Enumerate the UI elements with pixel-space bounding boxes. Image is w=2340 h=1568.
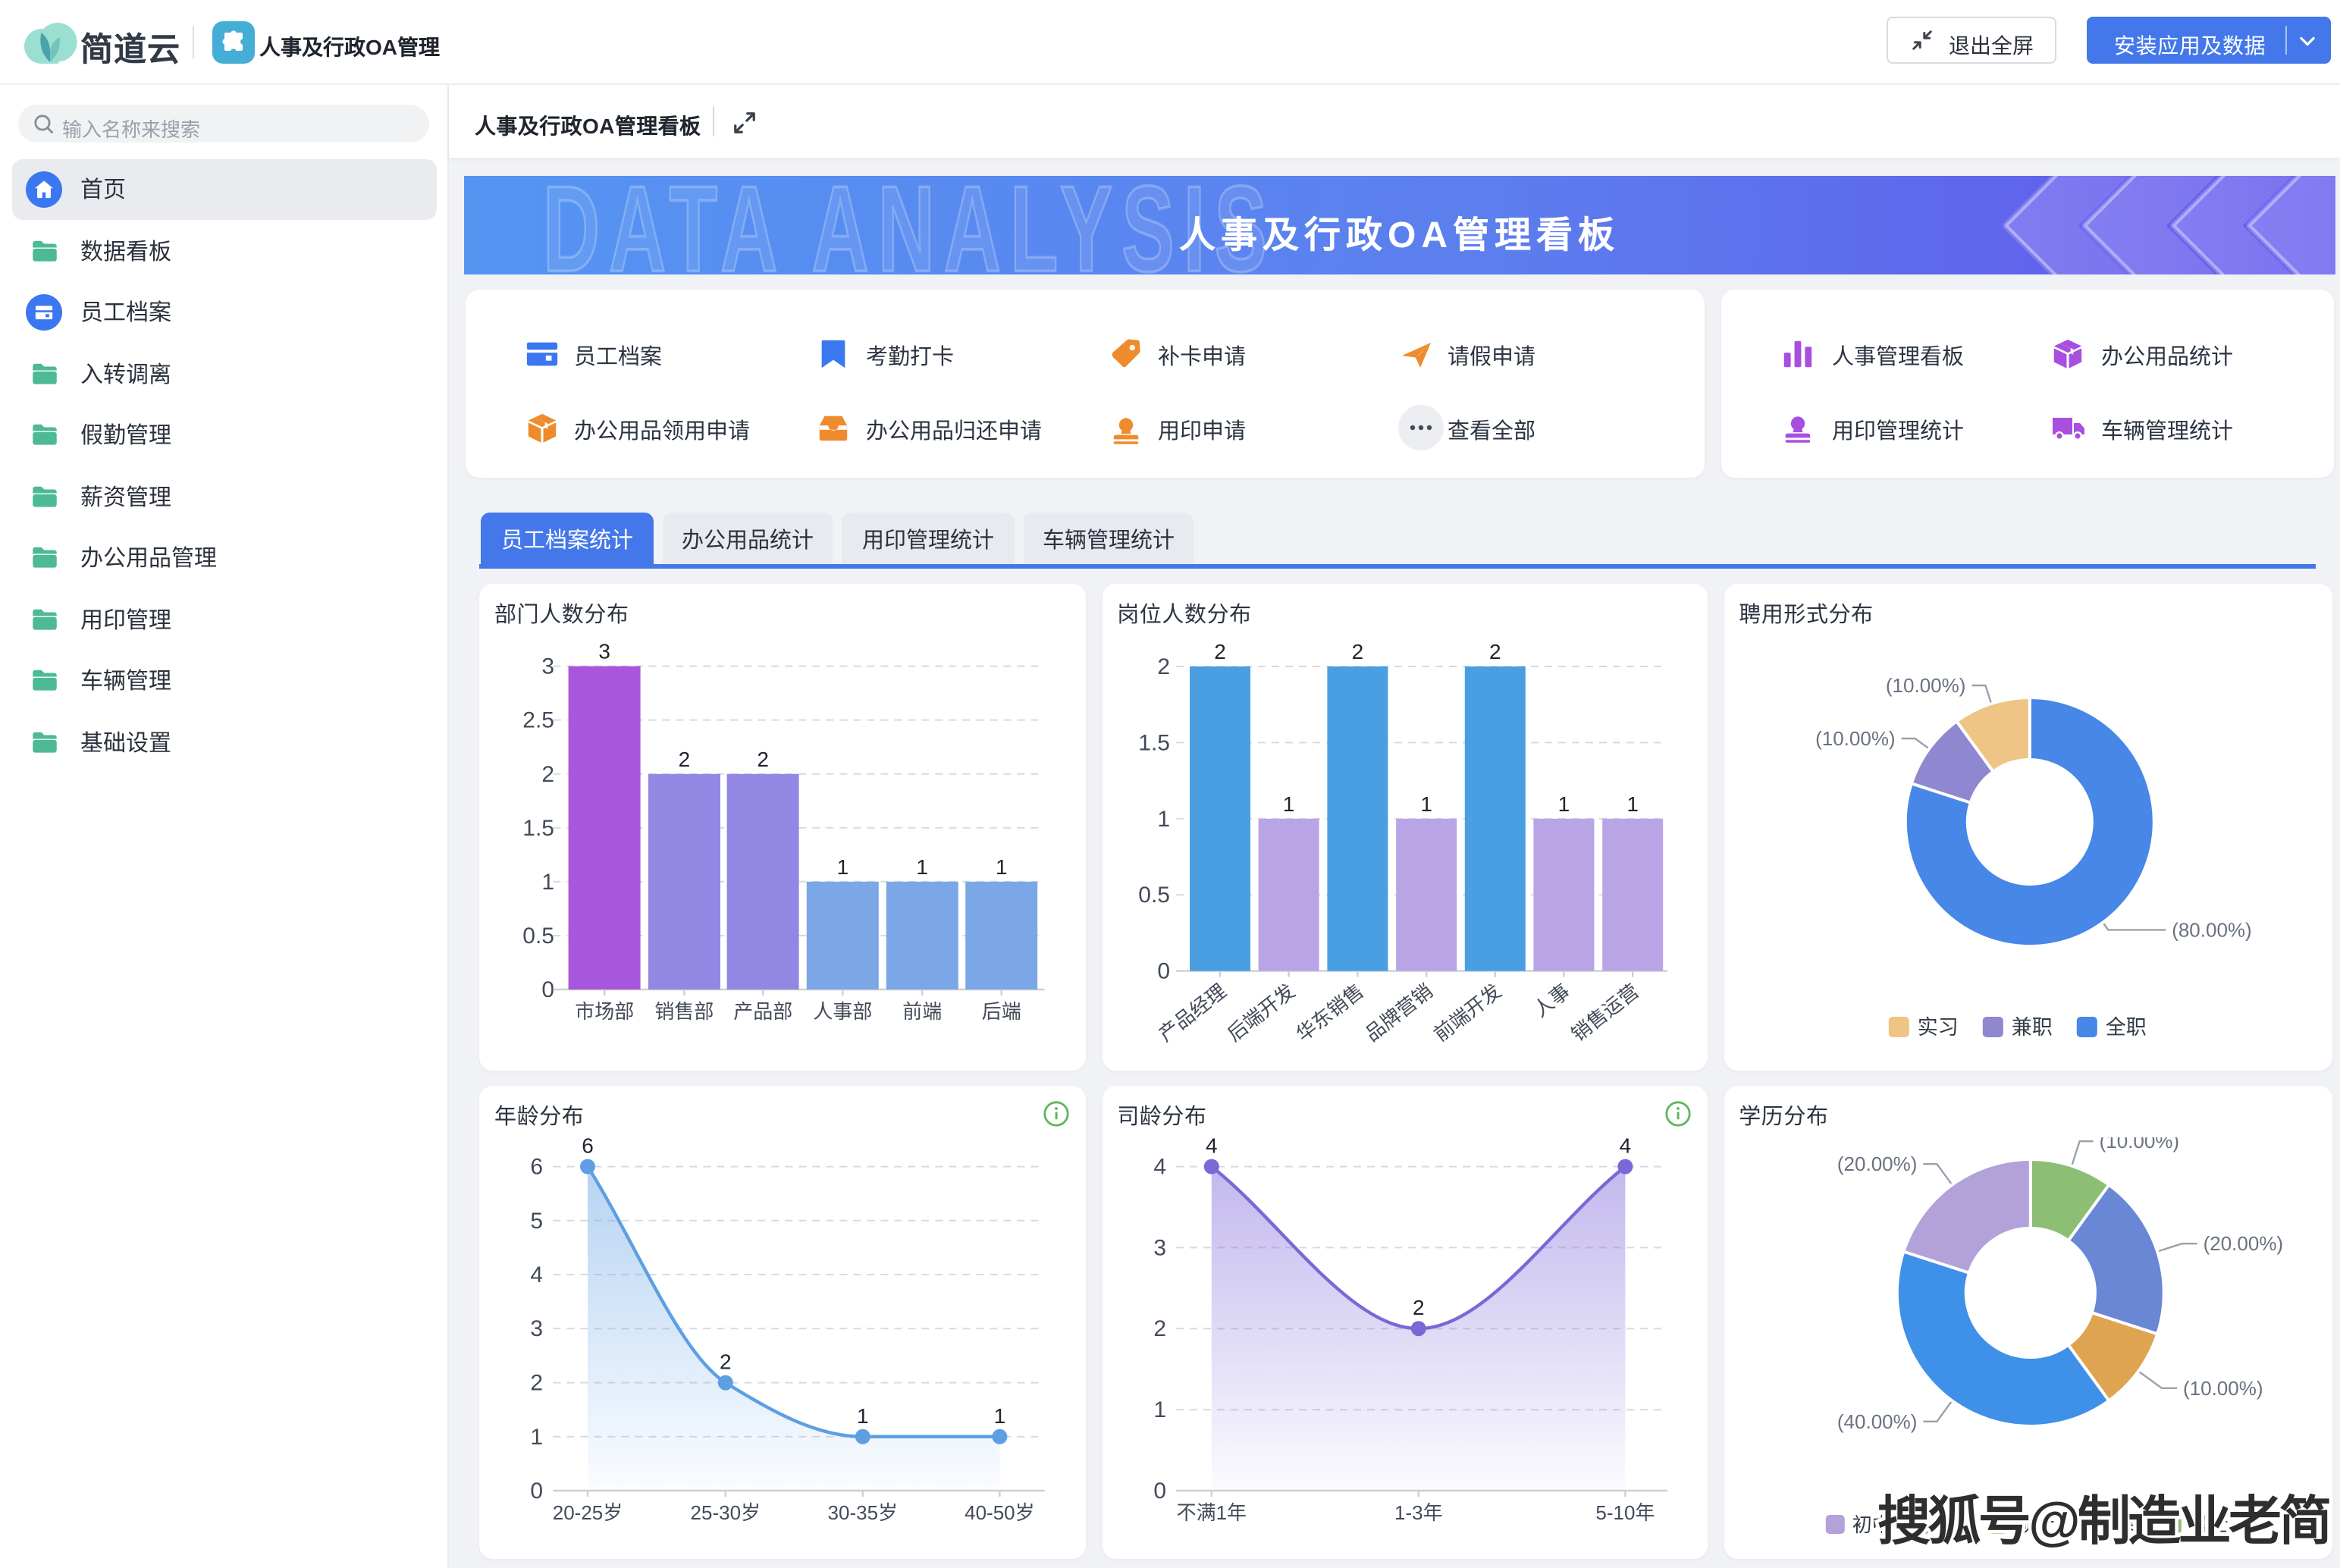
svg-text:3: 3 [541, 654, 554, 679]
svg-text:2: 2 [1157, 654, 1170, 679]
svg-text:销售部: 销售部 [654, 1000, 714, 1023]
svg-text:2: 2 [541, 762, 554, 787]
svg-text:(80.00%): (80.00%) [2171, 918, 2251, 941]
svg-text:初中: 初中 [1852, 1513, 1891, 1536]
svg-text:人事: 人事 [1529, 980, 1573, 1022]
svg-text:(40.00%): (40.00%) [1837, 1410, 1917, 1433]
svg-text:全职: 全职 [2105, 1016, 2146, 1039]
svg-text:3: 3 [598, 640, 610, 663]
svg-text:1-3年: 1-3年 [1394, 1501, 1442, 1524]
svg-text:1: 1 [996, 855, 1008, 879]
svg-text:1.5: 1.5 [522, 816, 554, 841]
svg-text:2: 2 [1488, 640, 1501, 663]
svg-text:6: 6 [530, 1155, 543, 1180]
svg-text:1: 1 [857, 1404, 869, 1428]
svg-text:1: 1 [994, 1404, 1006, 1428]
svg-text:本科: 本科 [1936, 1513, 1975, 1536]
svg-text:硕士: 硕士 [2015, 1513, 2054, 1536]
svg-text:0.5: 0.5 [1137, 883, 1169, 908]
svg-text:1: 1 [1420, 792, 1432, 816]
svg-text:4: 4 [1205, 1134, 1217, 1158]
svg-text:后端: 后端 [982, 1000, 1021, 1023]
svg-text:2: 2 [1351, 640, 1363, 663]
svg-text:1: 1 [1626, 792, 1639, 816]
svg-text:前端: 前端 [902, 1000, 942, 1023]
svg-text:1: 1 [1557, 792, 1570, 816]
svg-text:(10.00%): (10.00%) [1885, 674, 1965, 697]
svg-text:5: 5 [530, 1209, 543, 1234]
svg-text:0: 0 [530, 1479, 543, 1504]
svg-text:30-35岁: 30-35岁 [828, 1501, 899, 1524]
svg-text:(10.00%): (10.00%) [1815, 727, 1895, 750]
svg-text:品牌营销: 品牌营销 [1360, 980, 1436, 1046]
svg-text:0: 0 [1153, 1479, 1166, 1504]
svg-text:产品经理: 产品经理 [1153, 980, 1229, 1046]
svg-text:4: 4 [1153, 1155, 1166, 1180]
svg-text:1: 1 [1157, 807, 1170, 832]
svg-text:0: 0 [541, 977, 554, 1002]
svg-text:3: 3 [1153, 1235, 1166, 1260]
svg-text:大专: 大专 [2104, 1513, 2144, 1536]
svg-text:产品部: 产品部 [733, 1000, 792, 1023]
svg-text:搜狐号@制造业老简: 搜狐号@制造业老简 [1877, 1491, 2329, 1551]
svg-text:5-10年: 5-10年 [1595, 1501, 1655, 1524]
svg-text:3: 3 [530, 1316, 543, 1341]
svg-text:20-25岁: 20-25岁 [553, 1501, 623, 1524]
svg-text:2.5: 2.5 [522, 708, 554, 733]
svg-text:0: 0 [1157, 959, 1170, 984]
svg-text:2: 2 [1213, 640, 1225, 663]
svg-text:博士: 博士 [2188, 1513, 2228, 1536]
svg-text:2: 2 [1412, 1296, 1424, 1319]
svg-text:后端开发: 后端开发 [1222, 980, 1298, 1046]
svg-text:(10.00%): (10.00%) [2182, 1377, 2263, 1400]
svg-text:2: 2 [720, 1350, 732, 1374]
svg-text:(10.00%): (10.00%) [2099, 1137, 2179, 1152]
svg-text:不满1年: 不满1年 [1176, 1501, 1246, 1524]
svg-text:4: 4 [1619, 1134, 1631, 1158]
svg-text:1: 1 [837, 855, 849, 879]
svg-text:1: 1 [530, 1425, 543, 1450]
svg-text:兼职: 兼职 [2011, 1016, 2052, 1039]
svg-text:1: 1 [1282, 792, 1294, 816]
svg-text:1.5: 1.5 [1137, 730, 1169, 755]
svg-text:0.5: 0.5 [522, 924, 554, 949]
svg-text:2: 2 [530, 1371, 543, 1396]
svg-text:(20.00%): (20.00%) [2203, 1232, 2283, 1255]
svg-text:1: 1 [916, 855, 928, 879]
svg-text:6: 6 [582, 1134, 594, 1158]
svg-text:人事部: 人事部 [813, 1000, 872, 1023]
svg-text:(20.00%): (20.00%) [1837, 1152, 1917, 1175]
svg-text:4: 4 [530, 1262, 543, 1287]
svg-text:前端开发: 前端开发 [1429, 980, 1504, 1046]
svg-text:2: 2 [757, 748, 769, 771]
svg-text:2: 2 [679, 748, 691, 771]
svg-text:1: 1 [541, 870, 554, 895]
svg-text:1: 1 [1153, 1397, 1166, 1422]
svg-text:2: 2 [1153, 1316, 1166, 1341]
svg-text:销售运营: 销售运营 [1567, 980, 1642, 1046]
svg-text:华东销售: 华东销售 [1291, 980, 1367, 1046]
svg-text:市场部: 市场部 [575, 1000, 634, 1023]
svg-text:25-30岁: 25-30岁 [691, 1501, 761, 1524]
svg-text:实习: 实习 [1917, 1016, 1958, 1039]
svg-text:40-50岁: 40-50岁 [965, 1501, 1035, 1524]
